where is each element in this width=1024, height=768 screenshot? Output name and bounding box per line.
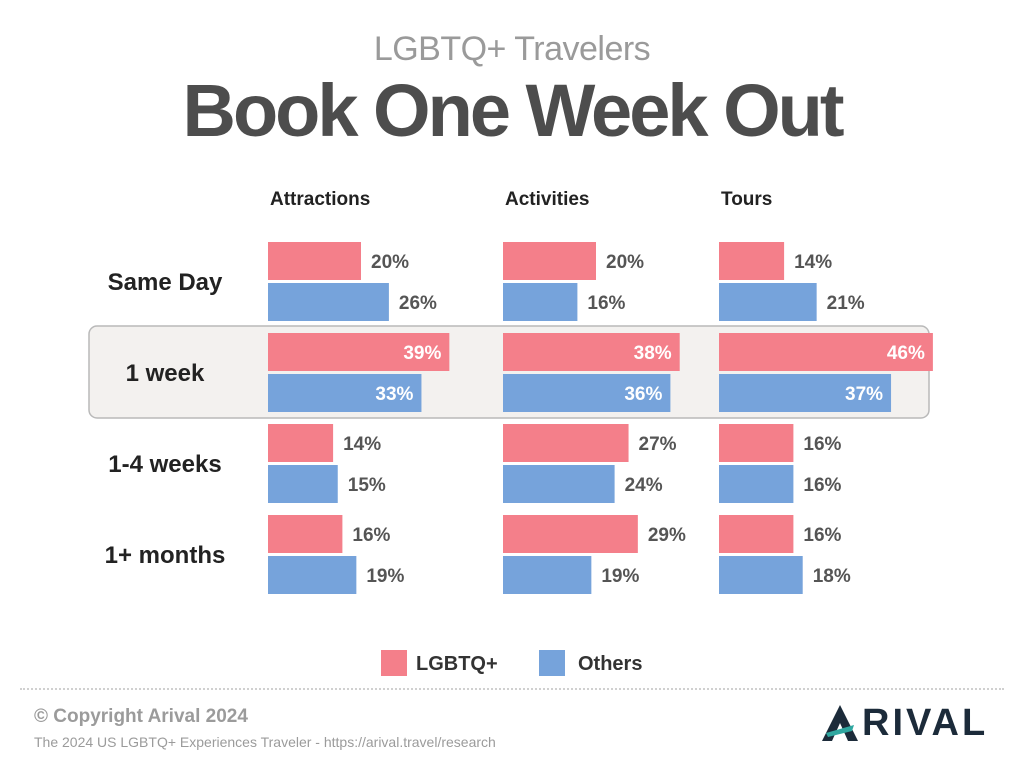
bar-activities-lgbtq: [503, 242, 596, 280]
data-label: 37%: [845, 384, 883, 405]
legend-swatch-others: [539, 650, 565, 676]
bar-chart: Attractions Activities Tours Same Day 1 week…: [88, 189, 933, 676]
panel-header-attractions: Attractions: [270, 189, 370, 210]
bar-tours-lgbtq: [719, 333, 933, 371]
source-text: The 2024 US LGBTQ+ Experiences Traveler …: [34, 734, 496, 750]
bar-tours-lgbtq: [719, 242, 785, 280]
bar-attractions-others: [268, 465, 338, 503]
data-label: 14%: [343, 434, 381, 455]
bar-attractions-lgbtq: [268, 242, 361, 280]
legend-label: Others: [578, 653, 642, 675]
category-label: 1+ months: [105, 542, 226, 569]
bar-tours-lgbtq: [719, 424, 794, 462]
bar-activities-others: [503, 374, 671, 412]
category-label: 1-4 weeks: [108, 451, 221, 478]
arival-logo: RIVAL: [820, 700, 988, 746]
panel-header-activities: Activities: [505, 189, 589, 210]
data-label: 16%: [803, 525, 841, 546]
chart-title: Book One Week Out: [182, 69, 845, 152]
data-label: 16%: [803, 434, 841, 455]
legend-label: LGBTQ+: [416, 653, 498, 675]
data-label: 20%: [371, 252, 409, 273]
data-label: 21%: [827, 293, 865, 314]
logo-text: RIVAL: [862, 701, 989, 744]
bar-activities-lgbtq: [503, 333, 680, 371]
bar-activities-others: [503, 283, 578, 321]
bar-attractions-lgbtq: [268, 424, 334, 462]
category-label: 1 week: [126, 360, 205, 387]
panel-header-tours: Tours: [721, 189, 772, 210]
data-label: 24%: [625, 475, 663, 496]
bar-tours-lgbtq: [719, 515, 794, 553]
bar-attractions-others: [268, 556, 357, 594]
data-label: 26%: [399, 293, 437, 314]
chart-subtitle: LGBTQ+ Travelers: [373, 30, 651, 68]
data-label: 19%: [366, 566, 404, 587]
bar-activities-others: [503, 556, 592, 594]
data-label: 39%: [403, 343, 441, 364]
data-label: 16%: [803, 475, 841, 496]
data-label: 16%: [352, 525, 390, 546]
data-label: 33%: [375, 384, 413, 405]
bar-activities-lgbtq: [503, 424, 629, 462]
bar-tours-others: [719, 465, 794, 503]
data-label: 36%: [624, 384, 662, 405]
arival-a-logo-icon: [822, 705, 858, 741]
bar-attractions-others: [268, 374, 422, 412]
data-label: 20%: [606, 252, 644, 273]
data-label: 16%: [587, 293, 625, 314]
bar-activities-others: [503, 465, 615, 503]
data-label: 15%: [348, 475, 386, 496]
bar-tours-others: [719, 374, 892, 412]
legend-swatch-lgbtq: [381, 650, 407, 676]
data-label: 14%: [794, 252, 832, 273]
copyright-text: © Copyright Arival 2024: [34, 706, 248, 727]
data-label: 27%: [639, 434, 677, 455]
data-label: 46%: [887, 343, 925, 364]
data-label: 18%: [813, 566, 851, 587]
bar-activities-lgbtq: [503, 515, 638, 553]
bar-attractions-others: [268, 283, 389, 321]
data-label: 19%: [601, 566, 639, 587]
bar-tours-others: [719, 556, 803, 594]
data-label: 29%: [648, 525, 686, 546]
footer-divider: [20, 688, 1004, 690]
bar-tours-others: [719, 283, 817, 321]
category-label: Same Day: [108, 269, 223, 296]
bar-attractions-lgbtq: [268, 333, 450, 371]
data-label: 38%: [634, 343, 672, 364]
bar-attractions-lgbtq: [268, 515, 343, 553]
